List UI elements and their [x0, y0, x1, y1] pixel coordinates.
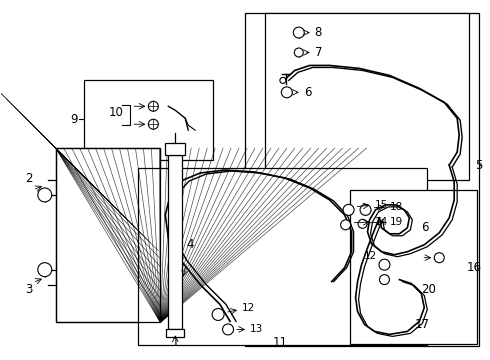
Text: 4: 4: [186, 238, 194, 251]
Bar: [165, 143, 185, 155]
Bar: [56, 148, 160, 323]
Text: 18: 18: [390, 202, 403, 212]
Text: 17: 17: [415, 318, 429, 331]
Text: 1: 1: [172, 336, 179, 349]
Text: 7: 7: [315, 46, 322, 59]
Text: 16: 16: [467, 261, 482, 274]
Bar: [265, 13, 469, 180]
Circle shape: [212, 309, 224, 320]
Circle shape: [222, 324, 234, 335]
Circle shape: [148, 119, 158, 129]
Circle shape: [38, 263, 52, 276]
Circle shape: [434, 253, 444, 263]
Circle shape: [379, 275, 390, 285]
Bar: [168, 155, 182, 329]
Circle shape: [294, 48, 303, 57]
Circle shape: [343, 204, 354, 215]
Circle shape: [280, 77, 286, 84]
Circle shape: [379, 259, 390, 270]
Text: 6: 6: [421, 221, 429, 234]
Text: 11: 11: [272, 336, 287, 349]
Text: 6: 6: [304, 86, 311, 99]
Bar: [138, 168, 427, 345]
Circle shape: [38, 188, 52, 202]
Text: 12: 12: [242, 302, 255, 312]
Text: 10: 10: [108, 106, 123, 119]
Bar: [245, 13, 479, 346]
Circle shape: [148, 101, 158, 111]
Bar: [84, 80, 213, 160]
Text: 13: 13: [250, 324, 263, 334]
Text: 19: 19: [390, 217, 403, 227]
Text: 20: 20: [421, 283, 436, 296]
Text: 9: 9: [70, 113, 77, 126]
Circle shape: [281, 87, 293, 98]
Bar: [56, 148, 160, 323]
Text: 2: 2: [25, 171, 33, 185]
Text: 12: 12: [364, 251, 377, 261]
Bar: [166, 329, 184, 337]
Circle shape: [360, 204, 371, 215]
Text: 5: 5: [475, 158, 482, 172]
Text: 15: 15: [374, 200, 388, 210]
Circle shape: [341, 220, 350, 230]
Text: 3: 3: [25, 283, 33, 296]
Text: 8: 8: [315, 26, 322, 39]
Circle shape: [294, 27, 304, 38]
Bar: [349, 190, 477, 345]
Circle shape: [358, 219, 367, 228]
Text: 14: 14: [374, 217, 388, 227]
